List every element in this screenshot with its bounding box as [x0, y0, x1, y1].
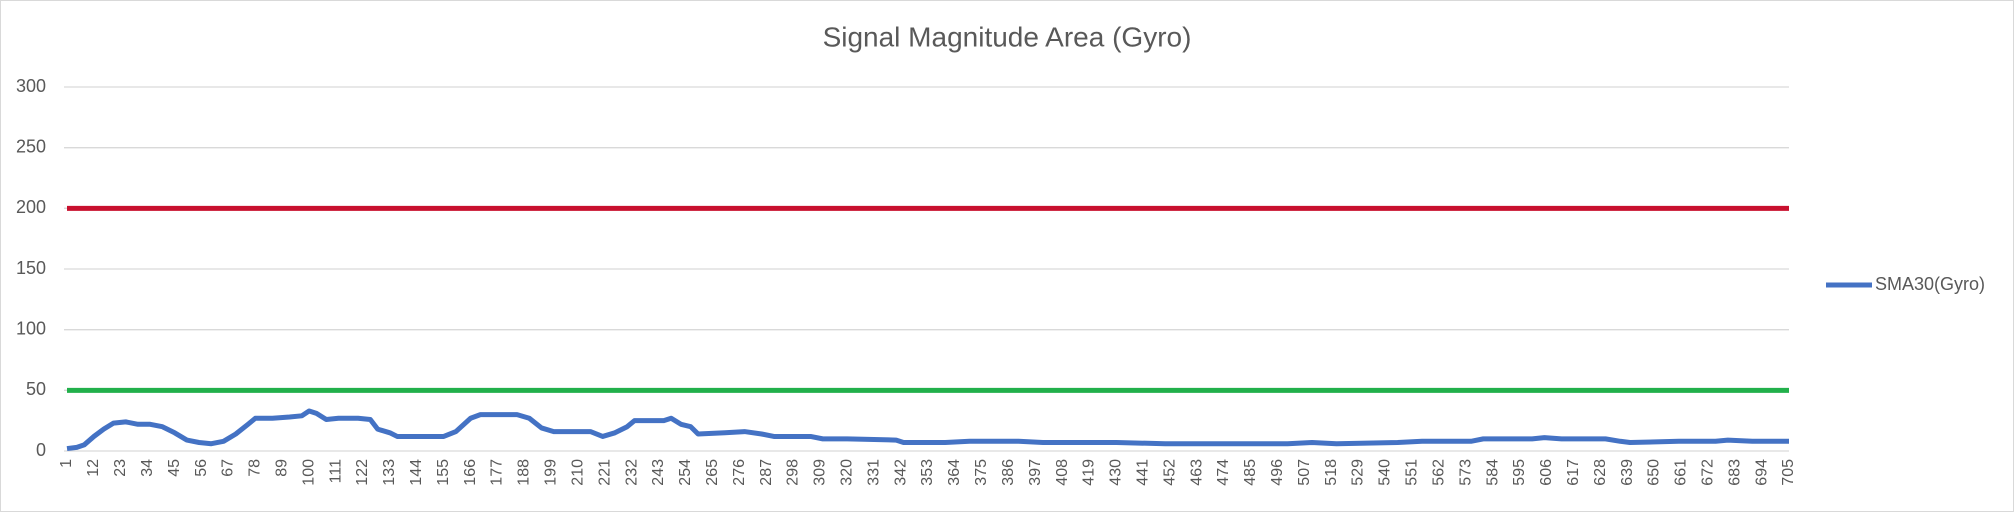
x-tick-label: 122	[354, 459, 371, 486]
x-tick-label: 67	[220, 459, 237, 477]
x-tick-label: 254	[677, 459, 694, 486]
y-tick-label: 100	[16, 318, 46, 338]
x-tick-label: 177	[489, 459, 506, 486]
x-tick-label: 694	[1753, 459, 1770, 486]
x-tick-label: 364	[946, 459, 963, 486]
legend-label: SMA30(Gyro)	[1875, 274, 1985, 294]
x-tick-label: 595	[1511, 459, 1528, 486]
x-tick-label: 562	[1430, 459, 1447, 486]
x-tick-label: 474	[1215, 459, 1232, 486]
y-tick-label: 200	[16, 197, 46, 217]
x-tick-label: 133	[381, 459, 398, 486]
x-tick-label: 683	[1726, 459, 1743, 486]
x-tick-label: 573	[1457, 459, 1474, 486]
x-tick-label: 551	[1404, 459, 1421, 486]
x-tick-label: 155	[435, 459, 452, 486]
x-tick-label: 210	[569, 459, 586, 486]
x-tick-label: 221	[596, 459, 613, 486]
x-tick-label: 430	[1108, 459, 1125, 486]
x-tick-label: 628	[1592, 459, 1609, 486]
x-tick-label: 650	[1646, 459, 1663, 486]
x-tick-label: 375	[973, 459, 990, 486]
x-tick-label: 199	[543, 459, 560, 486]
x-tick-label: 78	[247, 459, 264, 477]
x-tick-label: 507	[1296, 459, 1313, 486]
data-line	[66, 408, 1789, 452]
x-tick-label: 331	[865, 459, 882, 486]
x-tick-label: 45	[166, 459, 183, 477]
x-tick-label: 232	[623, 459, 640, 486]
y-tick-label: 150	[16, 258, 46, 278]
y-tick-label: 50	[26, 379, 46, 399]
x-tick-label: 1	[58, 459, 75, 468]
x-tick-label: 12	[85, 459, 102, 477]
chart-title: Signal Magnitude Area (Gyro)	[823, 21, 1192, 52]
x-tick-label: 661	[1673, 459, 1690, 486]
y-tick-label: 300	[16, 76, 46, 96]
x-tick-label: 100	[300, 459, 317, 486]
x-tick-label: 617	[1565, 459, 1582, 486]
x-tick-label: 485	[1242, 459, 1259, 486]
x-tick-label: 441	[1134, 459, 1151, 486]
x-tick-label: 309	[812, 459, 829, 486]
x-tick-label: 89	[273, 459, 290, 477]
x-tick-label: 243	[650, 459, 667, 486]
y-tick-label: 250	[16, 136, 46, 156]
x-tick-label: 265	[704, 459, 721, 486]
x-tick-label: 386	[1000, 459, 1017, 486]
x-tick-label: 529	[1350, 459, 1367, 486]
x-tick-label: 353	[919, 459, 936, 486]
x-tick-label: 540	[1377, 459, 1394, 486]
x-tick-label: 188	[516, 459, 533, 486]
x-tick-label: 705	[1780, 459, 1797, 486]
x-tick-label: 397	[1027, 459, 1044, 486]
x-tick-label: 34	[139, 459, 156, 477]
x-tick-label: 452	[1161, 459, 1178, 486]
x-tick-label: 276	[731, 459, 748, 486]
x-tick-label: 518	[1323, 459, 1340, 486]
x-tick-label: 144	[408, 459, 425, 486]
x-tick-label: 166	[462, 459, 479, 486]
x-tick-label: 342	[892, 459, 909, 486]
x-tick-label: 496	[1269, 459, 1286, 486]
x-tick-label: 320	[839, 459, 856, 486]
x-tick-label: 408	[1054, 459, 1071, 486]
x-tick-label: 463	[1188, 459, 1205, 486]
x-tick-label: 287	[758, 459, 775, 486]
x-tick-label: 23	[112, 459, 129, 477]
x-tick-label: 672	[1700, 459, 1717, 486]
x-tick-label: 111	[327, 459, 344, 483]
y-tick-label: 0	[36, 440, 46, 460]
x-tick-label: 56	[193, 459, 210, 477]
x-tick-label: 419	[1081, 459, 1098, 486]
x-tick-label: 639	[1619, 459, 1636, 486]
x-tick-label: 606	[1538, 459, 1555, 486]
x-tick-label: 298	[785, 459, 802, 486]
x-tick-label: 584	[1484, 459, 1501, 486]
